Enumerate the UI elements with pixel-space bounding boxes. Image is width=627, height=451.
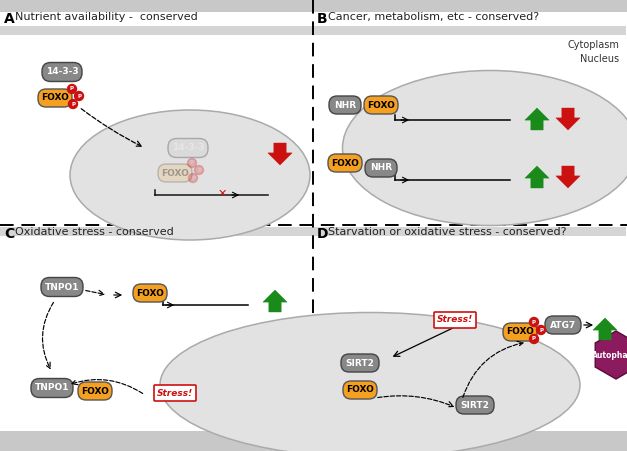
FancyBboxPatch shape xyxy=(158,164,192,182)
Circle shape xyxy=(194,166,204,175)
Text: P: P xyxy=(197,167,201,172)
Circle shape xyxy=(68,100,78,109)
FancyBboxPatch shape xyxy=(343,381,377,399)
Text: FOXO: FOXO xyxy=(81,387,109,396)
FancyBboxPatch shape xyxy=(168,138,208,157)
Text: P: P xyxy=(71,101,75,106)
Text: 14-3-3: 14-3-3 xyxy=(172,143,204,152)
Text: FOXO: FOXO xyxy=(367,101,395,110)
Text: FOXO: FOXO xyxy=(346,386,374,395)
Text: A: A xyxy=(4,12,15,26)
Text: Nucleus: Nucleus xyxy=(580,54,619,64)
Bar xyxy=(313,26,626,35)
Text: Autophagy: Autophagy xyxy=(593,350,627,359)
FancyBboxPatch shape xyxy=(364,96,398,114)
Text: Stress!: Stress! xyxy=(157,388,193,397)
FancyBboxPatch shape xyxy=(456,396,494,414)
Bar xyxy=(0,227,313,236)
Text: TNPO1: TNPO1 xyxy=(45,282,79,291)
Text: P: P xyxy=(70,87,74,92)
Text: ATG7: ATG7 xyxy=(550,321,576,330)
Text: D: D xyxy=(317,227,329,241)
Text: SIRT2: SIRT2 xyxy=(345,359,374,368)
Text: NHR: NHR xyxy=(334,101,356,110)
Circle shape xyxy=(187,158,196,167)
Text: P: P xyxy=(190,161,194,166)
FancyBboxPatch shape xyxy=(38,89,72,107)
FancyBboxPatch shape xyxy=(133,284,167,302)
FancyBboxPatch shape xyxy=(154,385,196,401)
Text: P: P xyxy=(532,319,536,325)
FancyBboxPatch shape xyxy=(42,63,82,82)
Ellipse shape xyxy=(342,70,627,225)
FancyBboxPatch shape xyxy=(41,277,83,296)
FancyBboxPatch shape xyxy=(365,159,397,177)
Circle shape xyxy=(68,84,76,93)
Circle shape xyxy=(529,318,539,327)
Text: P: P xyxy=(532,336,536,341)
Circle shape xyxy=(189,174,198,183)
Text: FOXO: FOXO xyxy=(161,169,189,178)
Bar xyxy=(0,0,627,12)
Bar xyxy=(0,431,627,451)
Circle shape xyxy=(537,326,545,335)
FancyBboxPatch shape xyxy=(434,312,476,328)
FancyBboxPatch shape xyxy=(31,378,73,397)
Text: B: B xyxy=(317,12,328,26)
Text: 14-3-3: 14-3-3 xyxy=(46,68,78,77)
Text: Nutrient availability -  conserved: Nutrient availability - conserved xyxy=(15,12,198,22)
Ellipse shape xyxy=(70,110,310,240)
Polygon shape xyxy=(593,318,617,340)
Text: FOXO: FOXO xyxy=(331,158,359,167)
Text: C: C xyxy=(4,227,14,241)
Polygon shape xyxy=(556,108,580,130)
Circle shape xyxy=(75,92,83,101)
FancyBboxPatch shape xyxy=(545,316,581,334)
Text: FOXO: FOXO xyxy=(41,93,69,102)
Bar xyxy=(313,227,626,236)
Polygon shape xyxy=(268,143,292,165)
FancyBboxPatch shape xyxy=(78,382,112,400)
FancyBboxPatch shape xyxy=(329,96,361,114)
Polygon shape xyxy=(525,108,549,130)
FancyBboxPatch shape xyxy=(503,323,537,341)
Text: FOXO: FOXO xyxy=(136,289,164,298)
Text: P: P xyxy=(191,175,195,180)
Text: Cancer, metabolism, etc - conserved?: Cancer, metabolism, etc - conserved? xyxy=(328,12,539,22)
Text: P: P xyxy=(77,93,81,98)
Text: P: P xyxy=(539,327,543,332)
Text: Cytoplasm: Cytoplasm xyxy=(567,40,619,50)
Polygon shape xyxy=(556,166,580,188)
Bar xyxy=(0,26,313,35)
Text: SIRT2: SIRT2 xyxy=(461,400,490,410)
Text: ✕: ✕ xyxy=(218,189,227,199)
Ellipse shape xyxy=(160,313,580,451)
Polygon shape xyxy=(595,331,627,379)
Text: NHR: NHR xyxy=(370,164,392,172)
Text: Stress!: Stress! xyxy=(437,316,473,325)
Text: FOXO: FOXO xyxy=(506,327,534,336)
Text: TNPO1: TNPO1 xyxy=(34,383,69,392)
Polygon shape xyxy=(525,166,549,188)
Polygon shape xyxy=(263,290,287,312)
Text: Starvation or oxidative stress - conserved?: Starvation or oxidative stress - conserv… xyxy=(328,227,567,237)
Circle shape xyxy=(529,335,539,344)
Text: Oxidative stress - conserved: Oxidative stress - conserved xyxy=(15,227,174,237)
FancyBboxPatch shape xyxy=(328,154,362,172)
FancyBboxPatch shape xyxy=(341,354,379,372)
